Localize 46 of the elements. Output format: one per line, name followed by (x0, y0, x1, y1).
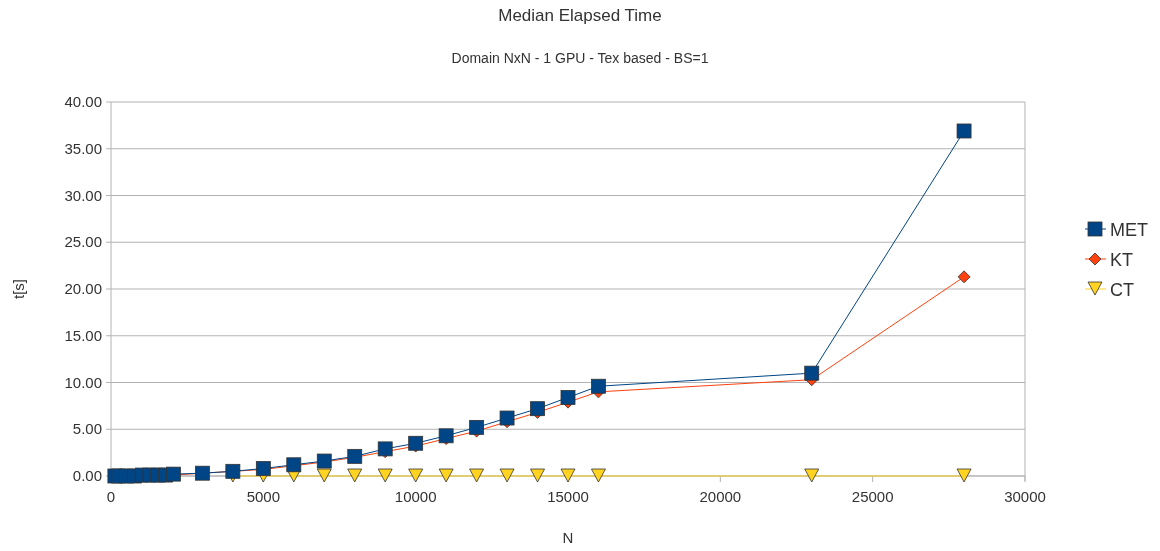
point (956, 468, 972, 483)
point (469, 468, 484, 483)
point (591, 468, 606, 483)
x-axis-title: N (562, 529, 574, 546)
point (347, 468, 363, 483)
y-tick-label: 10.00 (64, 373, 102, 391)
y-axis-title: t[s] (10, 278, 27, 300)
x-tick-label: 25000 (851, 488, 894, 505)
point (408, 435, 424, 451)
point (408, 468, 424, 483)
point (560, 390, 576, 405)
y-tick-label: 5.00 (72, 420, 102, 438)
chart-subtitle: Domain NxN - 1 GPU - Tex based - BS=1 (451, 50, 709, 66)
point (804, 468, 820, 483)
x-tick-label: 20000 (699, 488, 742, 505)
x-tick-label: 0 (106, 488, 116, 505)
point (438, 468, 454, 483)
point (499, 468, 515, 483)
y-tick-label: 20.00 (64, 280, 102, 297)
point (469, 419, 484, 435)
y-tick-label: 25.00 (64, 233, 102, 251)
point (499, 410, 515, 426)
point (377, 468, 393, 483)
point (956, 123, 972, 139)
y-tick-label: 35.00 (64, 139, 102, 157)
legend-label: MET (1110, 220, 1148, 240)
point (560, 468, 576, 483)
point (438, 428, 454, 444)
y-tick-label: 0.00 (72, 467, 102, 484)
y-tick-label: 40.00 (64, 93, 102, 110)
point (591, 378, 606, 394)
point (804, 365, 820, 381)
x-tick-label: 15000 (547, 488, 589, 505)
x-tick-label: 30000 (1004, 488, 1046, 505)
x-tick-label: 10000 (394, 488, 437, 505)
point (530, 468, 545, 483)
x-tick-label: 5000 (246, 488, 281, 505)
legend-label: CT (1110, 280, 1134, 300)
point (377, 441, 393, 457)
point (316, 468, 332, 483)
point (957, 270, 971, 284)
y-tick-label: 15.00 (64, 326, 102, 344)
point (530, 401, 545, 417)
chart-title: Median Elapsed Time (498, 6, 662, 25)
legend-label: KT (1110, 250, 1134, 270)
y-tick-label: 30.00 (64, 186, 102, 204)
